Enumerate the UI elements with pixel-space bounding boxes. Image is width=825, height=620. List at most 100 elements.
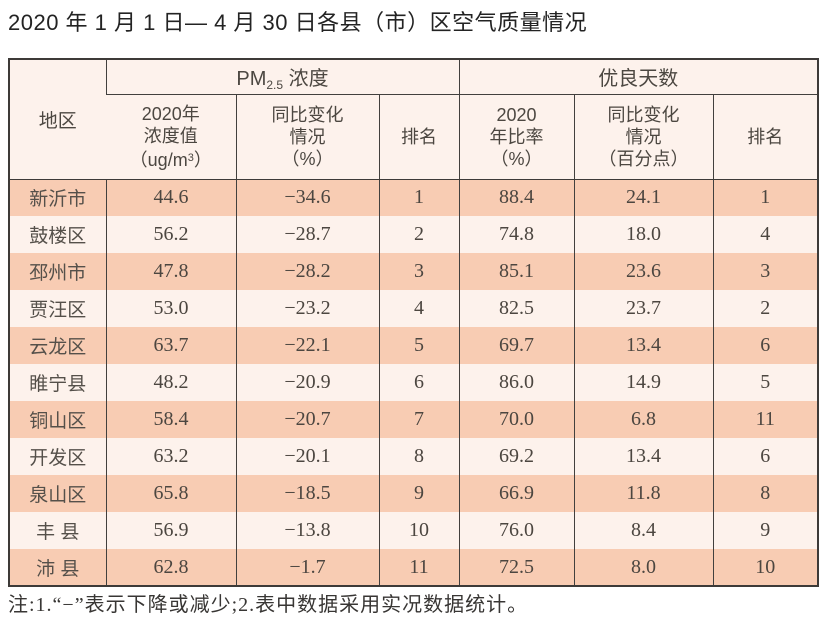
header-sub-row: 2020年 浓度值 （ug/m3） 同比变化 情况 （%） 排名 2020 年比… — [9, 94, 819, 180]
col-header-rate-change: 同比变化 情况 （百分点） — [573, 94, 714, 180]
pm-value-cell: 58.4 — [105, 401, 236, 438]
rate-change-cell: 8.0 — [573, 549, 714, 586]
rate-cell: 76.0 — [458, 512, 575, 549]
rate-cell: 82.5 — [458, 290, 575, 327]
rate-change-line1: 同比变化 — [607, 104, 680, 125]
pm-change-cell: −28.7 — [235, 216, 379, 253]
pm-value-cell: 62.8 — [105, 549, 236, 586]
rate-rank-cell: 1 — [712, 179, 819, 216]
pm-change-line1: 同比变化 — [271, 104, 344, 125]
region-cell: 云龙区 — [9, 327, 106, 364]
pm-value-cell: 63.2 — [105, 438, 236, 475]
pm-rank-cell: 11 — [378, 549, 460, 586]
col-header-pm-change: 同比变化 情况 （%） — [235, 94, 379, 180]
pm-value-cell: 56.2 — [105, 216, 236, 253]
table-row: 开发区 63.2 −20.1 8 69.2 13.4 6 — [9, 438, 819, 475]
rate-rank-cell: 8 — [712, 475, 819, 512]
rate-rank-cell: 5 — [712, 364, 819, 401]
region-cell: 铜山区 — [9, 401, 106, 438]
rate-cell: 85.1 — [458, 253, 575, 290]
region-cell: 沛 县 — [9, 549, 106, 586]
pm25-subscript: 2.5 — [266, 77, 284, 92]
pm-value-cell: 47.8 — [105, 253, 236, 290]
col-group-pm25: PM2.5 浓度 — [105, 59, 460, 95]
pm-rank-cell: 6 — [378, 364, 460, 401]
rate-change-cell: 8.4 — [573, 512, 714, 549]
region-cell: 邳州市 — [9, 253, 106, 290]
region-cell: 鼓楼区 — [9, 216, 106, 253]
pm-rank-cell: 5 — [378, 327, 460, 364]
rate-cell: 66.9 — [458, 475, 575, 512]
rate-rank-cell: 4 — [712, 216, 819, 253]
pm-value-line2: 浓度值 — [143, 125, 198, 146]
page-title: 2020 年 1 月 1 日— 4 月 30 日各县（市）区空气质量情况 — [8, 10, 588, 35]
region-cell: 睢宁县 — [9, 364, 106, 401]
pm-change-cell: −20.9 — [235, 364, 379, 401]
region-cell: 丰 县 — [9, 512, 106, 549]
table-row: 丰 县 56.9 −13.8 10 76.0 8.4 9 — [9, 512, 819, 549]
header-group-row: 地区 PM2.5 浓度 优良天数 — [9, 59, 819, 180]
pm25-prefix: PM — [236, 67, 267, 90]
table-row: 铜山区 58.4 −20.7 7 70.0 6.8 11 — [9, 401, 819, 438]
rate-line1: 2020 — [496, 104, 537, 125]
region-cell: 贾汪区 — [9, 290, 106, 327]
rate-change-cell: 11.8 — [573, 475, 714, 512]
table-row: 睢宁县 48.2 −20.9 6 86.0 14.9 5 — [9, 364, 819, 401]
table-row: 鼓楼区 56.2 −28.7 2 74.8 18.0 4 — [9, 216, 819, 253]
col-header-rate-rank: 排名 — [712, 94, 819, 180]
col-header-region: 地区 — [9, 59, 106, 180]
pm25-suffix: 浓度 — [283, 67, 329, 90]
rate-cell: 69.7 — [458, 327, 575, 364]
pm-value-line1: 2020年 — [141, 103, 200, 124]
pm-change-line2: 情况 — [289, 126, 326, 147]
rate-cell: 74.8 — [458, 216, 575, 253]
pm-rank-cell: 7 — [378, 401, 460, 438]
pm-change-cell: −13.8 — [235, 512, 379, 549]
footnote: 注:1.“−”表示下降或减少;2.表中数据采用实况数据统计。 — [8, 594, 529, 616]
rate-rank-cell: 6 — [712, 438, 819, 475]
pm-value-cell: 56.9 — [105, 512, 236, 549]
rate-change-cell: 13.4 — [573, 327, 714, 364]
unit-superscript: 3 — [187, 151, 194, 164]
table-body: 新沂市 44.6 −34.6 1 88.4 24.1 1 鼓楼区 56.2 −2… — [9, 179, 819, 586]
pm-rank-cell: 10 — [378, 512, 460, 549]
rate-change-line3: （百分点） — [598, 148, 689, 169]
pm-value-cell: 63.7 — [105, 327, 236, 364]
unit-pre: （ug/m — [129, 149, 188, 170]
rate-change-cell: 18.0 — [573, 216, 714, 253]
rate-rank-cell: 6 — [712, 327, 819, 364]
rate-rank-cell: 3 — [712, 253, 819, 290]
table-header: 地区 PM2.5 浓度 优良天数 2020年 浓度值 （ug/m3） 同比变化 … — [9, 59, 819, 180]
pm-value-cell: 44.6 — [105, 179, 236, 216]
pm-value-cell: 48.2 — [105, 364, 236, 401]
rate-rank-cell: 9 — [712, 512, 819, 549]
pm-value-cell: 65.8 — [105, 475, 236, 512]
rate-change-line2: 情况 — [625, 126, 662, 147]
rate-change-cell: 24.1 — [573, 179, 714, 216]
rate-rank-cell: 2 — [712, 290, 819, 327]
rate-cell: 72.5 — [458, 549, 575, 586]
pm-rank-cell: 2 — [378, 216, 460, 253]
col-header-rate: 2020 年比率 （%） — [458, 94, 575, 180]
table-row: 新沂市 44.6 −34.6 1 88.4 24.1 1 — [9, 179, 819, 216]
region-cell: 新沂市 — [9, 179, 106, 216]
rate-cell: 86.0 — [458, 364, 575, 401]
pm-change-cell: −1.7 — [235, 549, 379, 586]
pm-change-line3: （%） — [281, 148, 334, 169]
col-group-good-days: 优良天数 — [458, 59, 819, 95]
col-header-pm-value: 2020年 浓度值 （ug/m3） — [106, 94, 236, 180]
rate-line2: 年比率 — [489, 126, 544, 147]
pm-change-cell: −23.2 — [235, 290, 379, 327]
table-row: 泉山区 65.8 −18.5 9 66.9 11.8 8 — [9, 475, 819, 512]
pm-change-cell: −20.1 — [235, 438, 379, 475]
col-header-pm-rank: 排名 — [378, 94, 460, 180]
pm-change-cell: −34.6 — [235, 179, 379, 216]
air-quality-table: 地区 PM2.5 浓度 优良天数 2020年 浓度值 （ug/m3） 同比变化 … — [8, 58, 820, 587]
rate-change-cell: 6.8 — [573, 401, 714, 438]
pm-change-cell: −22.1 — [235, 327, 379, 364]
table-row: 邳州市 47.8 −28.2 3 85.1 23.6 3 — [9, 253, 819, 290]
rate-change-cell: 23.6 — [573, 253, 714, 290]
pm-change-cell: −28.2 — [235, 253, 379, 290]
pm-value-unit: （ug/m3） — [106, 147, 236, 171]
